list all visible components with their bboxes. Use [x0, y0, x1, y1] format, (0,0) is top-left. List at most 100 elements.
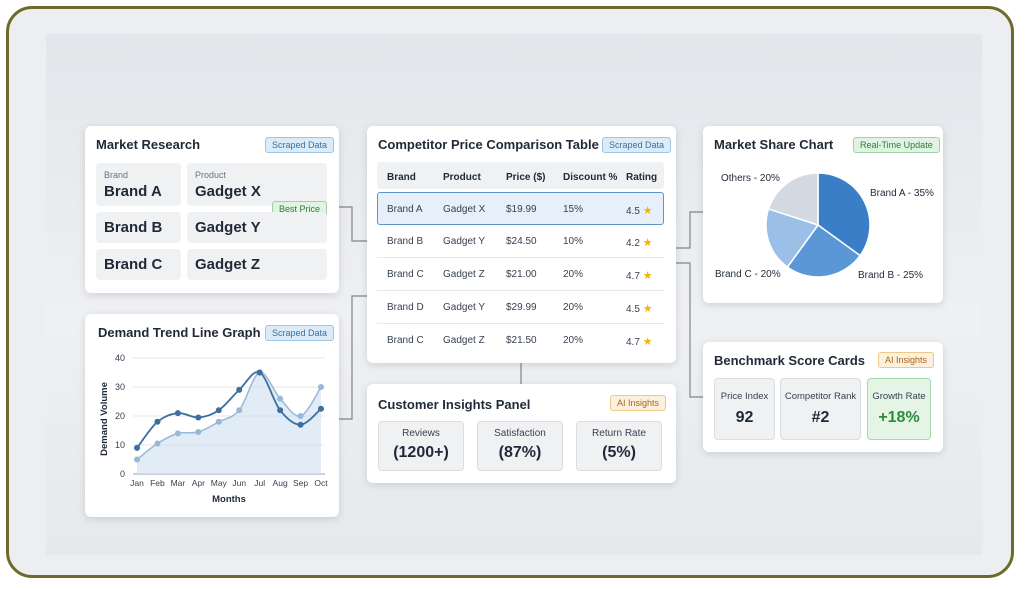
cell-product: Gadget Z — [443, 269, 485, 280]
cell-rating: 4.5 ★ — [626, 204, 653, 217]
score-value: +18% — [878, 409, 920, 426]
cell-brand: Brand C — [387, 335, 424, 346]
y-axis-label: Demand Volume — [99, 382, 110, 456]
x-tick-label: Jan — [130, 478, 144, 488]
pie-slice-label: Brand C - 20% — [715, 269, 781, 280]
product-cell[interactable]: Product Gadget X — [187, 163, 327, 206]
customer-insights-title: Customer Insights Panel — [378, 397, 531, 412]
column-header-rating[interactable]: Rating — [626, 172, 658, 183]
growth-rate-score[interactable]: Growth Rate +18% — [867, 378, 931, 440]
data-point[interactable] — [318, 384, 324, 390]
rating-value: 4.2 — [626, 238, 640, 249]
data-point[interactable] — [256, 369, 263, 376]
market-research-title: Market Research — [96, 137, 201, 152]
x-tick-label: Mar — [171, 478, 186, 488]
data-point[interactable] — [277, 407, 284, 414]
data-point[interactable] — [318, 405, 324, 412]
reviews-metric[interactable]: Reviews (1200+) — [378, 421, 464, 471]
brand-name: Brand B — [104, 219, 163, 236]
table-row[interactable]: Brand A Gadget X $19.99 15% 4.5 ★ — [377, 192, 664, 225]
x-tick-label: Apr — [192, 478, 205, 488]
star-icon: ★ — [642, 270, 653, 282]
brand-cell[interactable]: Brand B — [96, 212, 181, 243]
data-point[interactable] — [297, 413, 304, 419]
ai-insights-tag: AI Insights — [610, 395, 667, 411]
data-point[interactable] — [236, 386, 243, 393]
data-point[interactable] — [277, 395, 284, 402]
brand-cell[interactable]: Brand Brand A — [96, 163, 181, 206]
metric-label: Reviews — [402, 428, 440, 439]
cell-brand: Brand D — [387, 302, 424, 313]
rating-value: 4.7 — [626, 271, 640, 282]
data-point[interactable] — [297, 421, 304, 428]
column-header-brand[interactable]: Brand — [387, 172, 416, 183]
ai-insights-tag: AI Insights — [878, 352, 935, 368]
pie-slice[interactable] — [817, 172, 871, 257]
pie-slice-label: Brand A - 35% — [870, 188, 934, 199]
table-row[interactable]: Brand C Gadget Z $21.00 20% 4.7 ★ — [377, 258, 664, 291]
demand-trend-card: Demand Trend Line Graph Scraped Data 0 10… — [85, 314, 339, 517]
data-point[interactable] — [154, 418, 161, 425]
pie-slice-label: Brand B - 25% — [858, 270, 923, 281]
customer-insights-card: Customer Insights Panel AI Insights Revi… — [367, 384, 676, 483]
data-point[interactable] — [195, 414, 202, 421]
satisfaction-metric[interactable]: Satisfaction (87%) — [477, 421, 563, 471]
data-point[interactable] — [236, 407, 243, 414]
star-icon: ★ — [642, 336, 653, 348]
product-cell[interactable]: Gadget Y — [187, 212, 327, 243]
table-row[interactable]: Brand D Gadget Y $29.99 20% 4.5 ★ — [377, 291, 664, 324]
cell-price: $19.99 — [506, 204, 537, 215]
metric-value: (5%) — [602, 444, 636, 461]
product-header: Product — [195, 170, 227, 180]
data-point[interactable] — [174, 430, 181, 437]
brand-cell[interactable]: Brand C — [96, 249, 181, 280]
product-name: Gadget Y — [195, 219, 261, 236]
cell-discount: 20% — [563, 302, 584, 313]
pie-slice[interactable] — [767, 172, 819, 227]
return-rate-metric[interactable]: Return Rate (5%) — [576, 421, 662, 471]
table-row[interactable]: Brand B Gadget Y $24.50 10% 4.2 ★ — [377, 225, 664, 258]
pie-slice-label: Others - 20% — [721, 173, 780, 184]
data-point[interactable] — [134, 444, 140, 451]
price-table-card: Competitor Price Comparison Table Scrape… — [367, 126, 676, 363]
data-point[interactable] — [154, 440, 161, 447]
price-index-score[interactable]: Price Index 92 — [714, 378, 775, 440]
series-line — [136, 371, 322, 449]
score-label: Competitor Rank — [784, 391, 857, 402]
column-header-discount[interactable]: Discount % — [563, 172, 618, 183]
y-tick-label: 20 — [115, 411, 125, 421]
competitor-rank-score[interactable]: Competitor Rank #2 — [780, 378, 861, 440]
x-tick-label: Feb — [150, 478, 165, 488]
cell-discount: 20% — [563, 335, 584, 346]
y-tick-label: 40 — [115, 353, 125, 363]
column-header-price[interactable]: Price ($) — [506, 172, 546, 183]
x-tick-label: May — [211, 478, 228, 488]
pie-slice[interactable] — [765, 207, 820, 269]
product-name: Gadget Z — [195, 256, 261, 273]
benchmark-title: Benchmark Score Cards — [714, 353, 866, 368]
data-point[interactable] — [134, 456, 140, 463]
real-time-update-tag: Real-Time Update — [853, 137, 940, 153]
demand-trend-line-chart: 0 10 20 30 40 Jan Feb Mar Apr May Jun Jul Aug Sep Oct M… — [99, 353, 328, 505]
data-point[interactable] — [215, 418, 222, 425]
score-label: Growth Rate — [872, 391, 926, 402]
metric-label: Satisfaction — [494, 428, 546, 439]
data-point[interactable] — [195, 428, 202, 435]
data-point[interactable] — [215, 407, 222, 414]
score-value: 92 — [735, 409, 754, 426]
column-header-product[interactable]: Product — [443, 172, 481, 183]
metric-value: (87%) — [498, 444, 542, 461]
y-tick-label: 0 — [120, 469, 125, 479]
pie-slice[interactable] — [786, 223, 862, 278]
cell-brand: Brand B — [387, 236, 424, 247]
x-axis-label: Months — [212, 494, 246, 505]
product-cell[interactable]: Gadget Z — [187, 249, 327, 280]
series-line — [136, 371, 322, 461]
x-tick-label: Jul — [254, 478, 265, 488]
y-tick-label: 30 — [115, 382, 125, 392]
scraped-data-tag: Scraped Data — [602, 137, 672, 153]
data-point[interactable] — [174, 410, 181, 417]
table-row[interactable]: Brand C Gadget Z $21.50 20% 4.7 ★ — [377, 324, 664, 357]
rating-value: 4.7 — [626, 337, 640, 348]
cell-rating: 4.5 ★ — [626, 302, 653, 315]
